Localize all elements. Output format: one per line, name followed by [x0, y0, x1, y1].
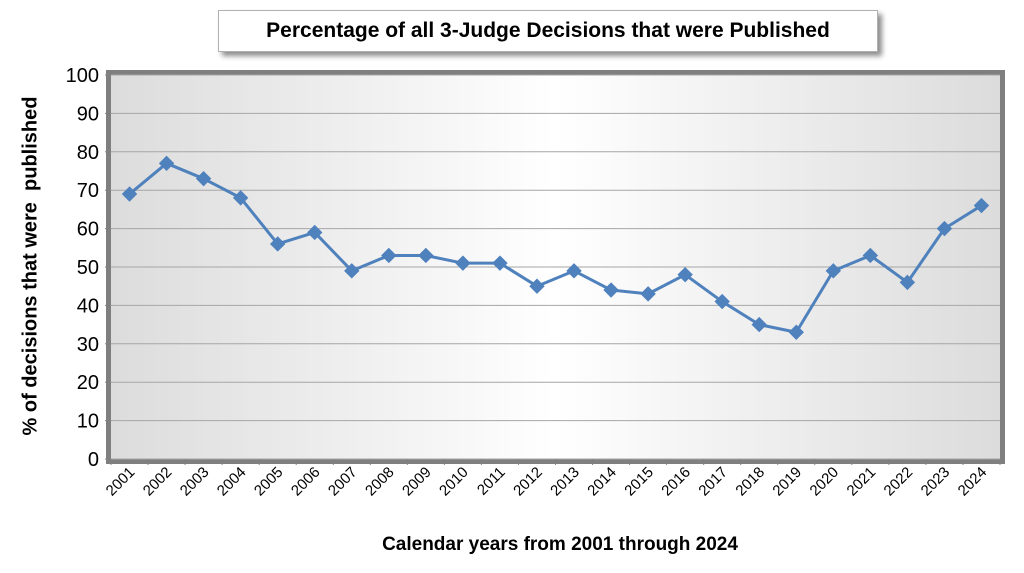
data-point-marker	[603, 282, 619, 298]
gridlines	[105, 74, 1001, 465]
y-tick-label: 50	[77, 257, 99, 279]
y-tick-label: 90	[77, 103, 99, 125]
data-point-marker	[825, 263, 842, 279]
x-tick-label: 2017	[695, 464, 731, 500]
data-point-marker	[677, 266, 693, 283]
x-tick-label: 2006	[288, 464, 324, 500]
y-tick-label: 20	[77, 372, 99, 394]
data-point-marker	[232, 190, 249, 206]
y-tick-label: 60	[77, 219, 99, 241]
x-tick-label: 2009	[399, 464, 435, 500]
x-tick-label: 2005	[251, 464, 287, 500]
x-tick-label: 2015	[621, 464, 657, 500]
x-tick-label: 2001	[103, 464, 139, 500]
x-tick-label: 2002	[140, 464, 176, 500]
y-tick-label: 40	[77, 295, 99, 317]
data-point-marker	[566, 263, 582, 279]
data-point-marker	[269, 236, 286, 252]
x-tick-label: 2004	[214, 464, 250, 500]
x-tick-label: 2019	[769, 464, 805, 500]
x-tick-label: 2010	[436, 464, 472, 500]
data-point-marker	[788, 324, 804, 340]
x-tick-label: 2008	[362, 464, 398, 500]
x-tick-label: 2018	[732, 464, 768, 500]
y-tick-label: 30	[77, 334, 99, 356]
data-point-marker	[121, 186, 138, 202]
data-point-marker	[973, 197, 990, 214]
x-tick-labels: 2001 2002 2003 2004 2005 2006 2007 2008 2009 2010…	[103, 464, 991, 500]
y-tick-label: 100	[66, 65, 99, 87]
data-point-marker	[862, 247, 879, 264]
x-tick-label: 2022	[881, 464, 917, 500]
data-point-marker	[492, 255, 508, 271]
x-tick-label: 2013	[547, 464, 583, 500]
data-point-marker	[307, 224, 323, 241]
y-tick-label: 10	[77, 411, 99, 433]
x-tick-label: 2021	[844, 464, 880, 500]
x-tick-label: 2020	[807, 464, 843, 500]
data-point-marker	[381, 247, 397, 264]
chart-title: Percentage of all 3-Judge Decisions that…	[266, 19, 830, 42]
x-tick-label: 2023	[918, 464, 954, 500]
data-point-marker	[751, 316, 767, 333]
x-tick-label: 2016	[658, 464, 694, 500]
x-tick-label: 2012	[510, 464, 546, 500]
data-point-marker	[936, 220, 953, 237]
y-tick-label: 0	[88, 449, 99, 471]
x-axis-label: Calendar years from 2001 through 2024	[382, 534, 738, 555]
x-tick-label: 2024	[955, 464, 991, 500]
y-tick-label: 80	[77, 142, 99, 164]
x-tick-label: 2011	[474, 464, 509, 499]
data-point-marker	[529, 278, 545, 294]
chart-title-box: Percentage of all 3-Judge Decisions that…	[218, 10, 878, 52]
x-tick-label: 2007	[325, 464, 361, 500]
x-tick-label: 2003	[177, 464, 213, 500]
x-tick-label: 2014	[584, 464, 620, 500]
data-point-marker	[344, 263, 360, 279]
data-point-marker	[640, 286, 656, 302]
data-point-marker	[455, 255, 471, 271]
data-point-marker	[195, 170, 212, 187]
data-point-marker	[714, 293, 730, 310]
data-point-marker	[418, 247, 434, 264]
y-axis-label: % of decisions that were published	[19, 96, 42, 436]
data-point-marker	[158, 155, 175, 172]
y-tick-labels: 0 10 20 30 40 50 60 70 80 90 100	[66, 65, 99, 471]
series-line	[128, 161, 983, 334]
series-group	[121, 155, 990, 340]
data-point-marker	[899, 274, 916, 291]
y-tick-label: 70	[77, 180, 99, 202]
